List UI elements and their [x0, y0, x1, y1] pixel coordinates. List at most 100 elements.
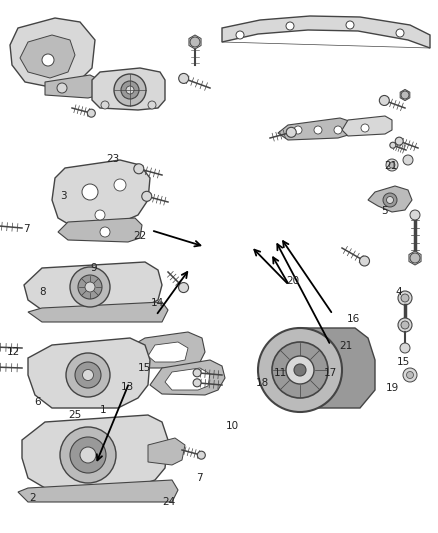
Circle shape	[286, 127, 296, 138]
Text: 22: 22	[134, 231, 147, 241]
Circle shape	[286, 22, 294, 30]
Circle shape	[286, 356, 314, 384]
Circle shape	[401, 321, 409, 329]
Circle shape	[197, 451, 205, 459]
Text: 20: 20	[286, 276, 299, 286]
Circle shape	[396, 29, 404, 37]
Circle shape	[410, 210, 420, 220]
Polygon shape	[20, 35, 75, 78]
Text: 25: 25	[68, 410, 81, 419]
Circle shape	[78, 275, 102, 299]
Circle shape	[101, 101, 109, 109]
Circle shape	[190, 37, 200, 47]
Polygon shape	[148, 342, 188, 362]
Circle shape	[179, 282, 188, 293]
Circle shape	[258, 328, 342, 412]
Circle shape	[386, 159, 398, 171]
Polygon shape	[52, 160, 150, 228]
Circle shape	[126, 86, 134, 94]
Text: 2: 2	[29, 494, 36, 503]
Circle shape	[272, 342, 328, 398]
Polygon shape	[92, 68, 165, 110]
Text: 21: 21	[339, 342, 353, 351]
Polygon shape	[28, 302, 168, 322]
Polygon shape	[280, 328, 375, 408]
Polygon shape	[409, 251, 421, 265]
Circle shape	[142, 191, 152, 201]
Polygon shape	[150, 360, 225, 395]
Text: 13: 13	[120, 383, 134, 392]
Circle shape	[100, 227, 110, 237]
Text: 24: 24	[162, 497, 175, 507]
Circle shape	[179, 74, 189, 84]
Text: 11: 11	[274, 368, 287, 378]
Circle shape	[314, 126, 322, 134]
Text: 18: 18	[256, 378, 269, 387]
Circle shape	[360, 256, 370, 266]
Text: 4: 4	[395, 287, 402, 297]
Circle shape	[82, 184, 98, 200]
Text: 7: 7	[23, 224, 30, 234]
Circle shape	[148, 101, 156, 109]
Circle shape	[361, 124, 369, 132]
Polygon shape	[222, 16, 430, 48]
Text: 15: 15	[396, 358, 410, 367]
Circle shape	[379, 95, 389, 106]
Circle shape	[346, 21, 354, 29]
Polygon shape	[128, 332, 205, 368]
Circle shape	[294, 364, 306, 376]
Circle shape	[121, 81, 139, 99]
Circle shape	[400, 343, 410, 353]
Polygon shape	[18, 480, 178, 502]
Circle shape	[334, 126, 342, 134]
Text: 21: 21	[384, 161, 397, 171]
Circle shape	[390, 142, 396, 148]
Circle shape	[42, 54, 54, 66]
Circle shape	[294, 126, 302, 134]
Circle shape	[70, 437, 106, 473]
Text: 19: 19	[385, 383, 399, 393]
Circle shape	[398, 291, 412, 305]
Polygon shape	[165, 368, 210, 390]
Circle shape	[383, 193, 397, 207]
Circle shape	[236, 31, 244, 39]
Text: 9: 9	[91, 263, 98, 273]
Polygon shape	[189, 35, 201, 49]
Circle shape	[193, 369, 201, 377]
Circle shape	[134, 164, 144, 174]
Circle shape	[401, 294, 409, 302]
Circle shape	[57, 83, 67, 93]
Circle shape	[395, 137, 403, 145]
Circle shape	[401, 91, 409, 99]
Text: 3: 3	[60, 191, 67, 201]
Text: 15: 15	[138, 363, 151, 373]
Circle shape	[95, 210, 105, 220]
Polygon shape	[24, 262, 162, 310]
Polygon shape	[10, 18, 95, 88]
Polygon shape	[342, 116, 392, 136]
Circle shape	[114, 179, 126, 191]
Polygon shape	[400, 90, 410, 101]
Circle shape	[66, 353, 110, 397]
Circle shape	[389, 162, 395, 168]
Text: 8: 8	[39, 287, 46, 297]
Text: 1: 1	[99, 406, 106, 415]
Text: 7: 7	[196, 473, 203, 483]
Polygon shape	[58, 218, 142, 242]
Circle shape	[193, 379, 201, 387]
Circle shape	[114, 74, 146, 106]
Text: 17: 17	[324, 368, 337, 378]
Circle shape	[60, 427, 116, 483]
Text: 12: 12	[7, 347, 20, 357]
Circle shape	[398, 318, 412, 332]
Circle shape	[406, 372, 413, 378]
Circle shape	[80, 447, 96, 463]
Circle shape	[403, 155, 413, 165]
Polygon shape	[22, 415, 168, 488]
Polygon shape	[148, 438, 185, 465]
Text: 14: 14	[151, 298, 164, 308]
Circle shape	[75, 362, 101, 388]
Circle shape	[403, 368, 417, 382]
Polygon shape	[28, 338, 150, 408]
Circle shape	[85, 282, 95, 292]
